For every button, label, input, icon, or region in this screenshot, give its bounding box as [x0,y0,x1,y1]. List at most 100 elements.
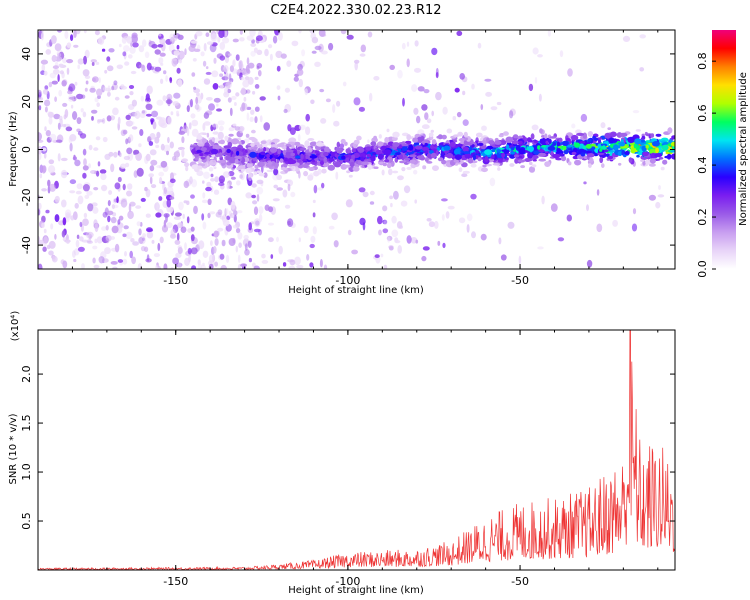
spectrogram-cell [305,126,311,135]
spectrogram-cell [470,193,477,200]
spectrogram-cell [93,264,100,269]
spectrogram-cell [163,70,167,75]
spectrogram-cell [146,231,154,239]
spectrogram-cell [86,240,93,244]
spectrogram-cell [214,238,219,246]
spectrogram-cell [583,181,587,185]
spectrogram-cell [586,150,592,154]
spectrogram-cell [94,97,99,103]
spectrogram-cell [276,159,280,164]
spectrogram-cell [256,186,264,195]
spectrogram-cell [106,115,112,122]
spectrogram-x-label: Height of straight line (km) [288,285,424,296]
spectrogram-cell [373,76,380,81]
spectrogram-cell [382,219,388,225]
spectrogram-cell [648,148,657,155]
spectrogram-cell [38,152,42,161]
spectrogram-cell [397,69,403,79]
spectrogram-cell [286,60,292,67]
spectrogram-cell [313,170,320,177]
spectrogram-cell [247,172,253,182]
spectrogram-cell [145,153,151,162]
spectrogram-cell [282,262,287,267]
spectrogram-cell [401,42,406,50]
spectrogram-cell [190,226,195,232]
spectrogram-cell [527,145,534,152]
spectrogram-cell [323,151,329,157]
spectrogram-cell [243,234,249,240]
spectrogram-cell [541,195,545,205]
spectrogram-cell [149,149,157,156]
spectrogram-cell [389,64,396,70]
spectrogram-cell [283,108,288,114]
spectrogram-cell [399,160,406,164]
spectrogram-panel: -40 -20 0 20 40 -150 -100 -50 Height of straig… [8,29,676,296]
spectrogram-cell [298,30,302,34]
spectrogram-cell [509,163,515,167]
spectrogram-cell [296,159,302,163]
spectrogram-cell [62,102,68,107]
spectrogram-cell [200,147,207,152]
spectrogram-cell [149,165,155,172]
spectrogram-cell [77,64,80,70]
spectrogram-cell [158,57,164,64]
spectrogram-cell [232,38,239,43]
spectrogram-cell [76,183,83,190]
spectrogram-cell [645,159,651,165]
spectrogram-cell [238,60,244,69]
spectrogram-cell [362,191,369,198]
spectrogram-cell [42,88,49,95]
spectrogram-cell [482,164,487,168]
spectrogram-cell [49,133,57,142]
spectrogram-cell [423,89,430,94]
spectrogram-cell [252,200,258,205]
spectrogram-cell [336,141,340,148]
spectrogram-cell [248,62,255,69]
spectrogram-cell [509,153,516,159]
spectrogram-cell [92,245,98,250]
spectrogram-cell [585,143,592,149]
spectrogram-cell [422,165,427,170]
spectrogram-cell [389,195,393,200]
spectrogram-cell [165,75,168,82]
spectrogram-cell [70,215,75,221]
spectrogram-cell [532,158,537,162]
spectrogram-cell [562,144,567,151]
spectrogram-cell [173,50,180,56]
spectrogram-cell [378,229,382,236]
spectrogram-cell [83,30,87,34]
spectrogram-cell [100,173,107,181]
spectrogram-cell [633,143,638,149]
spectrogram-cell [65,212,71,219]
spectrogram-cell [513,154,520,158]
spectrogram-cell [138,228,142,236]
spectrogram-cell [222,37,230,44]
spectrogram-cell [328,42,334,51]
y-tick-label: 1.0 [20,463,33,481]
spectrogram-cell [201,213,205,221]
spectrogram-cell [333,240,339,248]
spectrogram-cell [122,258,128,265]
spectrogram-cell [76,117,82,125]
spectrogram-cell [196,134,203,140]
spectrogram-cell [209,211,216,215]
spectrogram-cell [253,147,257,151]
spectrogram-cell [484,149,492,156]
spectrogram-cell [386,128,390,133]
spectrogram-cell [212,131,219,135]
spectrogram-cell [195,96,199,105]
spectrogram-cell [53,113,61,120]
spectrogram-cell [245,133,250,138]
spectrogram-cell [340,30,347,35]
spectrogram-cell [138,45,145,53]
spectrogram-cell [47,179,51,187]
spectrogram-cell [213,57,217,64]
spectrogram-cell [453,148,461,156]
spectrogram-cell [502,131,509,136]
spectrogram-cell [498,134,504,138]
spectrogram-cell [459,137,465,141]
spectrogram-cell [574,159,582,166]
spectrogram-cell [38,96,43,101]
spectrogram-cell [297,63,303,71]
spectrogram-cell [176,67,181,74]
